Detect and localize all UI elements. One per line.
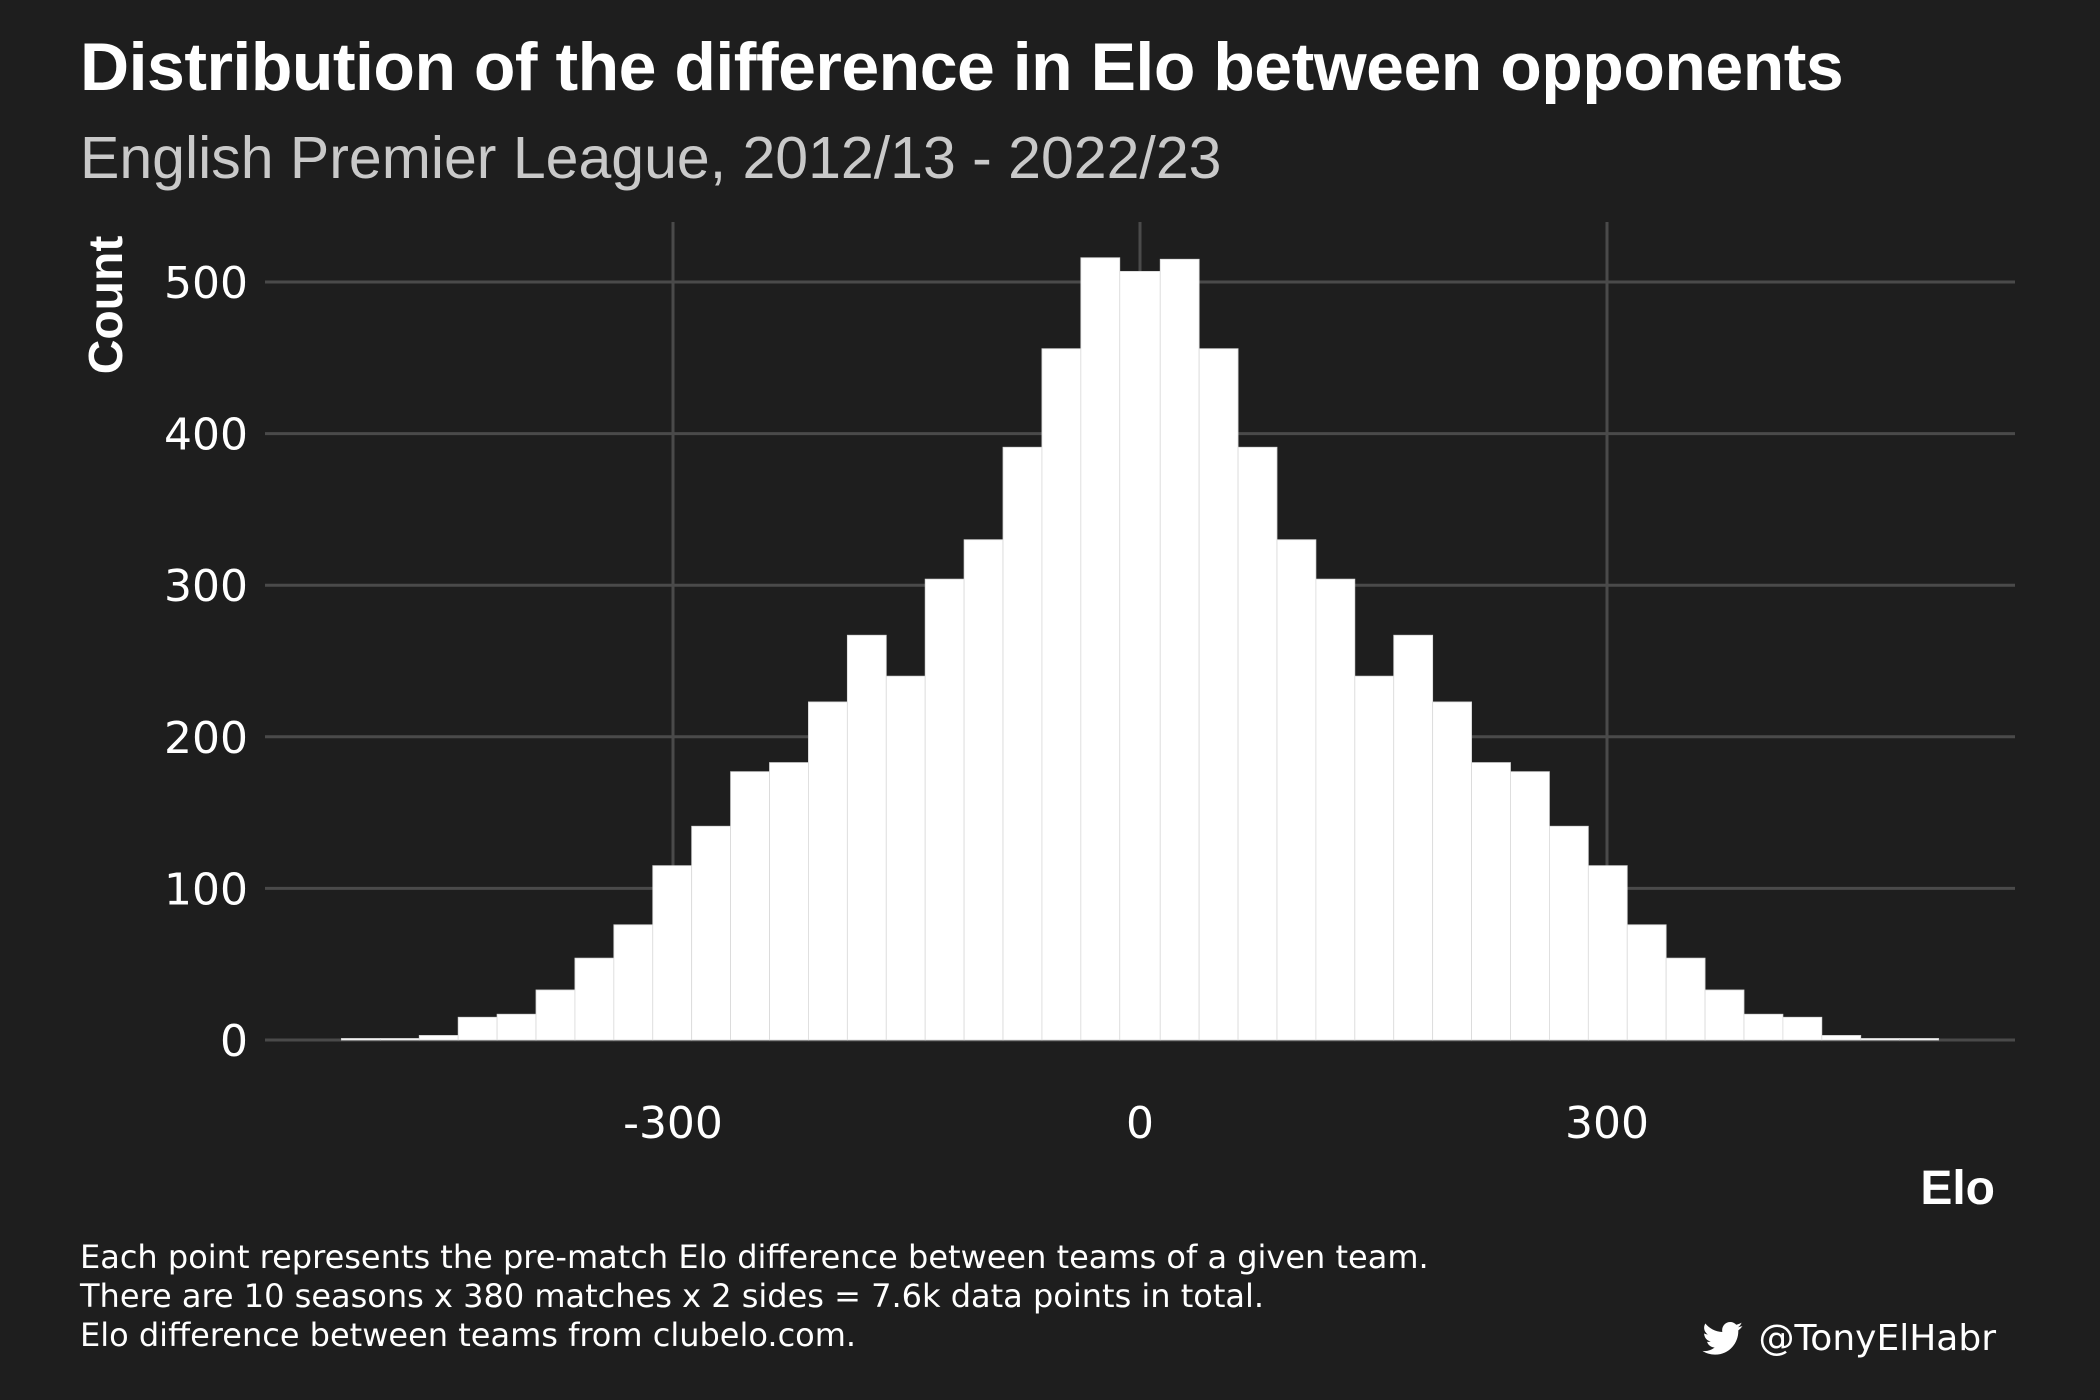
histogram-bar: [1626, 924, 1667, 1041]
histogram-bar: [769, 762, 809, 1041]
y-axis-title: Count: [80, 236, 133, 375]
histogram-bar: [1743, 1013, 1784, 1041]
caption: Each point represents the pre-match Elo …: [80, 1238, 1429, 1355]
y-tick-label: 100: [164, 864, 248, 915]
histogram-bar: [574, 957, 615, 1041]
chart-subtitle: English Premier League, 2012/13 - 2022/2…: [80, 125, 1222, 191]
x-axis-title: Elo: [1920, 1162, 1995, 1215]
histogram-bar: [1354, 675, 1395, 1041]
y-tick-label: 300: [164, 561, 248, 612]
histogram-bars: [341, 257, 1939, 1041]
histogram-bar: [457, 1016, 498, 1041]
histogram-bar: [1237, 446, 1278, 1041]
twitter-icon: [1702, 1321, 1744, 1355]
histogram-bar: [1510, 771, 1550, 1041]
twitter-handle: @TonyElHabr: [1758, 1318, 1996, 1359]
histogram-bar: [1432, 701, 1472, 1041]
histogram-bar: [1159, 258, 1200, 1041]
histogram-bar: [379, 1038, 420, 1041]
histogram-bar: [1665, 957, 1706, 1041]
histogram-bar: [1080, 257, 1121, 1041]
histogram-bar: [341, 1038, 381, 1041]
y-axis-ticks: 0 100 200 300 400 500: [164, 258, 248, 1067]
y-tick-label: 400: [164, 410, 248, 461]
histogram-bar: [963, 539, 1004, 1041]
histogram-bar: [1899, 1038, 1939, 1041]
histogram-bar: [1860, 1038, 1901, 1041]
histogram-bar: [1002, 446, 1043, 1041]
histogram-bar: [1393, 634, 1434, 1041]
histogram-bar: [846, 634, 887, 1041]
x-tick-label: -300: [623, 1098, 723, 1149]
histogram-bar: [1198, 348, 1239, 1041]
caption-line: Each point represents the pre-match Elo …: [80, 1238, 1429, 1276]
histogram-bar: [1549, 825, 1589, 1041]
histogram-bar: [885, 675, 926, 1041]
histogram-bar: [1276, 539, 1317, 1041]
histogram-bar: [691, 825, 731, 1041]
histogram-bar: [652, 865, 693, 1041]
x-axis-ticks: -300 0 300: [623, 1098, 1649, 1149]
histogram-bar: [418, 1035, 459, 1041]
y-tick-label: 0: [220, 1016, 248, 1067]
histogram-bar: [730, 771, 770, 1041]
histogram-bar: [1471, 762, 1511, 1041]
histogram-bar: [496, 1013, 537, 1041]
histogram-bar: [924, 578, 965, 1041]
histogram-bar: [1704, 989, 1745, 1041]
histogram-bar: [535, 989, 576, 1041]
x-tick-label: 0: [1126, 1098, 1154, 1149]
caption-line: Elo difference between teams from clubel…: [80, 1316, 857, 1354]
histogram-bar: [1782, 1016, 1823, 1041]
y-tick-label: 200: [164, 713, 248, 764]
caption-line: There are 10 seasons x 380 matches x 2 s…: [80, 1277, 1265, 1315]
histogram-bar: [1041, 348, 1082, 1041]
histogram-bar: [1821, 1035, 1862, 1041]
histogram-bar: [1119, 270, 1161, 1041]
histogram-bar: [613, 924, 654, 1041]
attribution: @TonyElHabr: [1702, 1318, 1996, 1359]
histogram-bar: [808, 701, 848, 1041]
histogram-bar: [1315, 578, 1356, 1041]
y-tick-label: 500: [164, 258, 248, 309]
chart-title: Distribution of the difference in Elo be…: [80, 29, 1844, 105]
x-tick-label: 300: [1565, 1098, 1649, 1149]
histogram-bar: [1587, 865, 1628, 1041]
